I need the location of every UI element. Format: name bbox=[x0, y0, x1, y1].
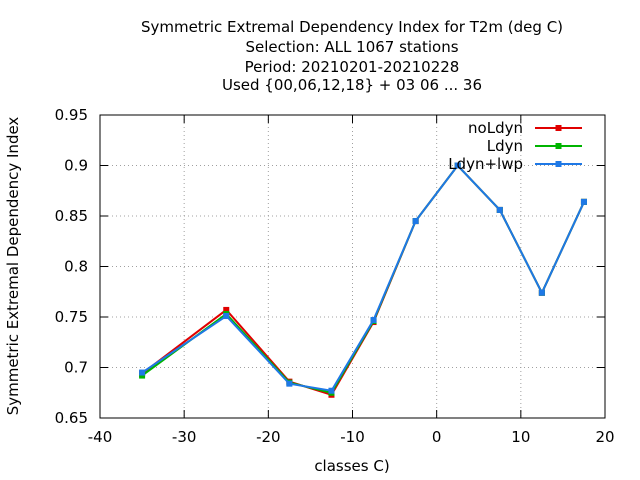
series-line-ldyn-lwp bbox=[141, 163, 585, 392]
y-tick-label: 0.85 bbox=[55, 207, 88, 225]
y-tick-label: 0.65 bbox=[55, 409, 88, 427]
y-tick-label: 0.95 bbox=[55, 106, 88, 124]
x-tick-label: -30 bbox=[172, 428, 197, 446]
x-tick-label: -40 bbox=[88, 428, 113, 446]
x-tick-label: 0 bbox=[432, 428, 442, 446]
title-line-2: Selection: ALL 1067 stations bbox=[245, 38, 458, 56]
data-point-ldyn-lwp bbox=[286, 380, 293, 387]
data-point-ldyn-lwp bbox=[223, 312, 230, 319]
data-point-ldyn-lwp bbox=[538, 289, 545, 296]
data-point-noldyn bbox=[223, 306, 230, 313]
series-line-noldyn bbox=[141, 163, 585, 396]
series-line-ldyn bbox=[141, 163, 585, 394]
data-point-ldyn bbox=[139, 372, 146, 379]
legend-label-noldyn: noLdyn bbox=[468, 119, 523, 137]
data-point-ldyn-lwp bbox=[496, 206, 503, 213]
x-axis-label: classes C) bbox=[314, 457, 389, 475]
legend-label-ldyn: Ldyn bbox=[487, 137, 523, 155]
y-tick-label: 0.9 bbox=[64, 157, 88, 175]
data-point-ldyn-lwp bbox=[139, 369, 146, 376]
legend-label-ldyn-lwp: Ldyn+lwp bbox=[448, 155, 523, 173]
x-tick-label: 20 bbox=[595, 428, 614, 446]
title-line-1: Symmetric Extremal Dependency Index for … bbox=[141, 18, 563, 36]
chart-title: Symmetric Extremal Dependency Index for … bbox=[141, 18, 563, 94]
y-axis-label: Symmetric Extremal Dependency Index bbox=[4, 117, 22, 416]
title-line-3: Period: 20210201-20210228 bbox=[245, 58, 460, 76]
grid bbox=[100, 115, 605, 418]
legend-marker-ldyn-lwp bbox=[555, 161, 562, 167]
x-tick-label: -10 bbox=[340, 428, 365, 446]
x-tick-label: -20 bbox=[256, 428, 281, 446]
title-line-4: Used {00,06,12,18} + 03 06 ... 36 bbox=[222, 76, 482, 94]
legend-marker-ldyn bbox=[555, 143, 562, 149]
data-point-ldyn-lwp bbox=[370, 317, 377, 324]
data-point-ldyn-lwp bbox=[328, 387, 335, 394]
data-point-ldyn-lwp bbox=[580, 198, 587, 205]
data-point-ldyn-lwp bbox=[412, 218, 419, 225]
y-tick-label: 0.75 bbox=[55, 308, 88, 326]
legend-marker-noldyn bbox=[555, 125, 562, 131]
data-point-ldyn-lwp bbox=[454, 162, 461, 169]
x-tick-label: 10 bbox=[511, 428, 530, 446]
y-tick-label: 0.7 bbox=[64, 359, 88, 377]
y-tick-label: 0.8 bbox=[64, 258, 88, 276]
axis-ticks: -40 -30 -20 -10 0 10 20 0.65 0.7 0.75 0.8 0.85 0.9 0.… bbox=[55, 106, 615, 446]
series bbox=[139, 162, 587, 398]
